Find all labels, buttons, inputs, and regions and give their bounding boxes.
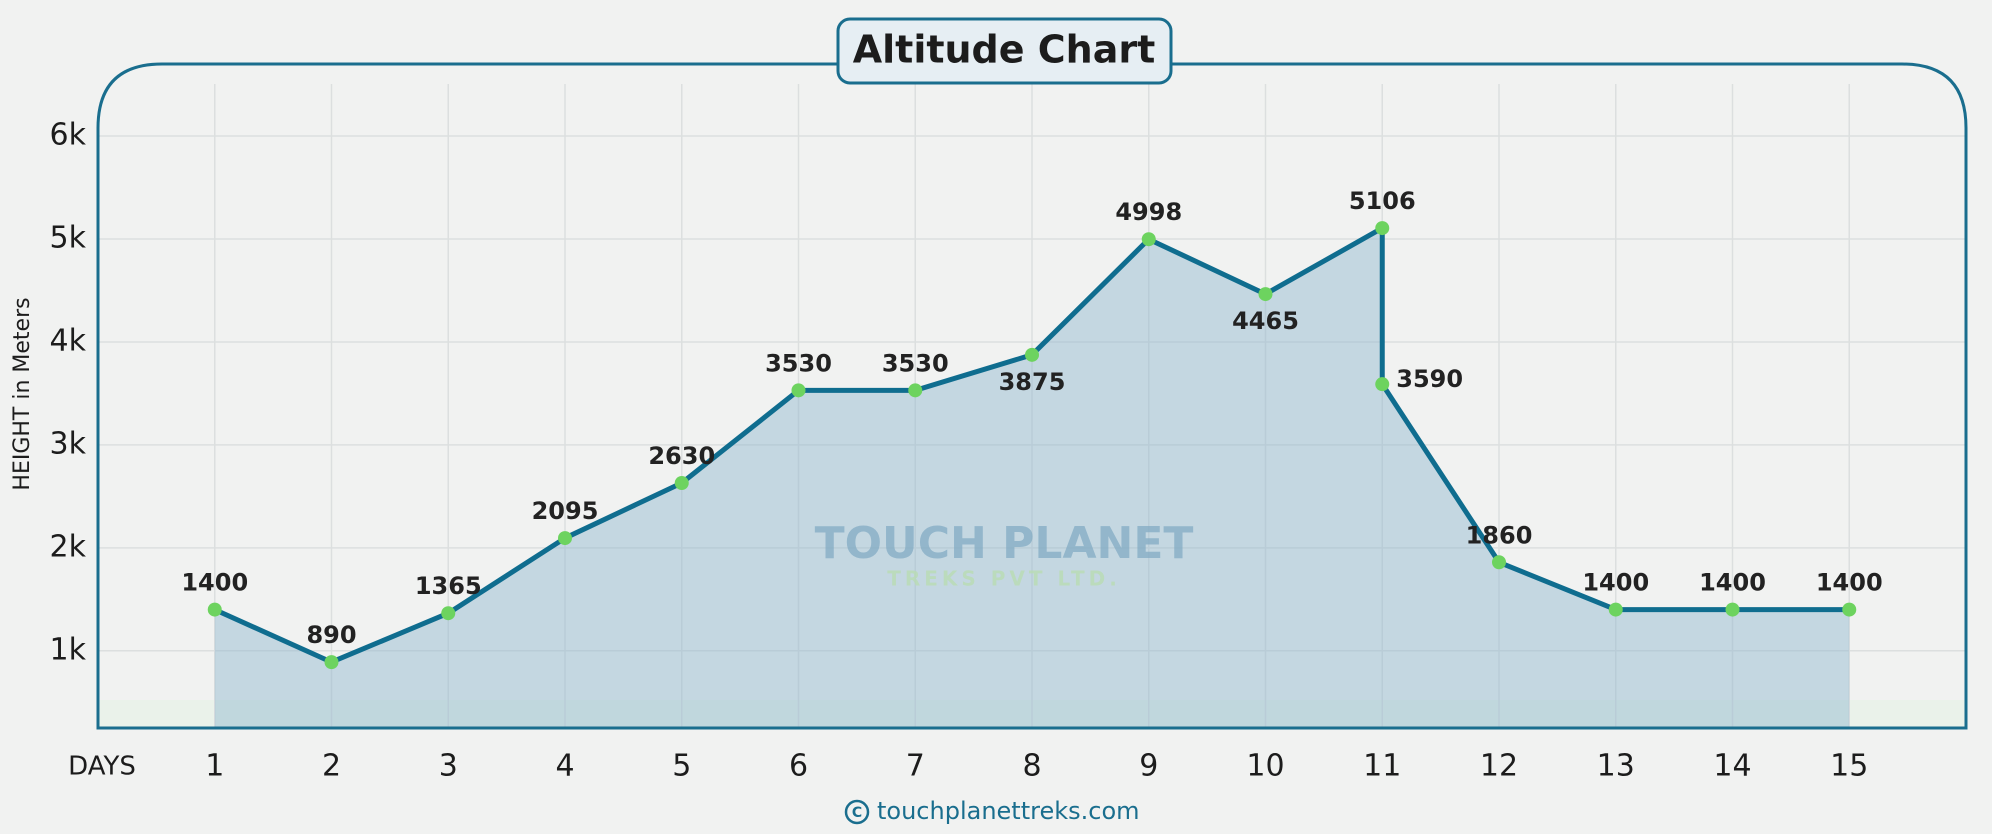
x-tick-label: 10 [1246, 749, 1284, 784]
data-label: 1400 [1582, 569, 1649, 597]
data-point [207, 602, 222, 617]
data-label: 4465 [1232, 307, 1299, 335]
data-point [1842, 602, 1857, 617]
data-point [1375, 377, 1390, 392]
data-point [1725, 602, 1740, 617]
title-box [836, 17, 1173, 85]
line [213, 225, 1850, 665]
data-label: 1400 [1816, 569, 1883, 597]
data-label: 1400 [1699, 569, 1766, 597]
data-point [1025, 347, 1039, 362]
y-tick-label: 1k [50, 632, 87, 667]
data-label: 890 [306, 621, 356, 649]
area [214, 228, 1850, 728]
copyright-icon [844, 799, 870, 825]
x-tick-label: 4 [555, 749, 574, 784]
data-point [324, 655, 339, 670]
data-point [558, 531, 572, 546]
x-tick-label: 15 [1830, 749, 1868, 784]
data-label: 3530 [882, 349, 949, 377]
y-tick-label: 5k [50, 221, 87, 256]
data-point [791, 383, 806, 398]
area-layer [214, 228, 1850, 728]
y-tick-label: 2k [50, 529, 87, 564]
data-label: 3590 [1396, 365, 1463, 393]
y-tick-label: 3k [50, 426, 87, 461]
plot-border [96, 62, 1968, 730]
data-label: 4998 [1115, 198, 1182, 226]
watermark-sub: TREKS PVT LTD. [887, 567, 1121, 591]
data-point [1608, 602, 1623, 617]
x-tick-label: 13 [1597, 749, 1635, 784]
data-label: 3875 [999, 368, 1066, 396]
y-axis-label: HEIGHT in Meters [10, 297, 35, 490]
x-tick-label: 8 [1022, 749, 1041, 784]
x-tick-label: 14 [1713, 749, 1751, 784]
data-label: 1365 [415, 572, 482, 600]
data-point [441, 606, 456, 621]
x-tick-label: 12 [1480, 749, 1518, 784]
x-tick-label: 6 [789, 749, 808, 784]
x-tick-label: 5 [672, 749, 691, 784]
chart-title: Altitude Chart [853, 28, 1156, 72]
data-point [1141, 232, 1156, 247]
data-point [908, 383, 923, 398]
data-point [1258, 287, 1273, 302]
data-label: 2095 [532, 497, 599, 525]
x-tick-label: 11 [1363, 749, 1401, 784]
data-label: 2630 [648, 442, 715, 470]
x-tick-label: 2 [322, 749, 341, 784]
data-label: 3530 [765, 349, 832, 377]
x-tick-label: 9 [1139, 749, 1158, 784]
x-tick-label: 3 [439, 749, 458, 784]
x-axis-label: DAYS [68, 752, 136, 782]
data-label: 1400 [181, 569, 248, 597]
marks-layer: 1400 890 1365 2095 2630 3530 3530 3875 4998 4465 5… [181, 187, 1883, 670]
data-point [1375, 221, 1390, 236]
copyright-letter: C [852, 805, 862, 821]
watermark: TOUCH PLANET [815, 518, 1194, 569]
data-label: 1860 [1466, 521, 1533, 549]
footer-link: touchplanettreks.com [877, 797, 1140, 825]
x-tick-label: 7 [906, 749, 925, 784]
grid [98, 84, 1966, 728]
data-point [1492, 555, 1506, 570]
data-label: 5106 [1349, 187, 1416, 215]
data-point [674, 475, 689, 490]
y-tick-label: 4k [50, 323, 87, 358]
y-tick-label: 6k [50, 118, 87, 153]
x-tick-label: 1 [205, 749, 224, 784]
